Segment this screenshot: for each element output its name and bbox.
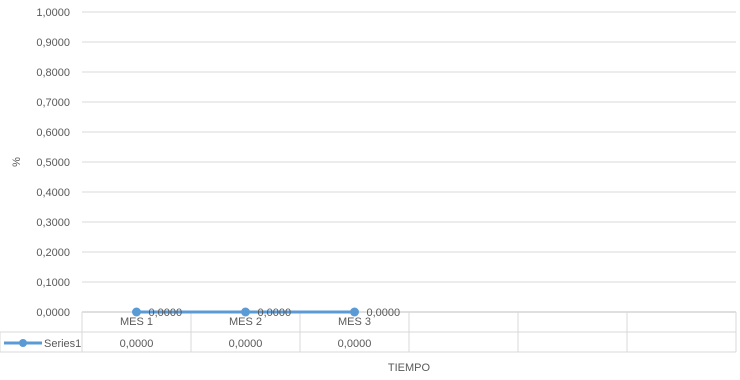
legend-series-name: Series1 xyxy=(44,338,81,350)
series-line xyxy=(132,307,359,317)
y-axis-label: % xyxy=(11,157,23,167)
data-label: 0,0000 xyxy=(149,307,183,319)
data-table: MES 1 MES 2 MES 3 Series1 0,0000 0,0000 0,0000 xyxy=(0,312,737,353)
data-label: 0,0000 xyxy=(367,307,401,319)
y-tick-label: 0,7000 xyxy=(36,97,70,109)
data-labels: 0,0000 0,0000 0,0000 xyxy=(149,307,401,319)
y-tick-label: 0,3000 xyxy=(36,217,70,229)
data-label: 0,0000 xyxy=(258,307,292,319)
data-point xyxy=(350,307,359,317)
y-tick-label: 0,2000 xyxy=(36,247,70,259)
data-point xyxy=(132,307,141,317)
y-axis-ticks: 0,0000 0,1000 0,2000 0,3000 0,4000 0,5000 0,60… xyxy=(36,7,70,319)
table-value: 0,0000 xyxy=(229,338,263,350)
x-axis-label: TIEMPO xyxy=(388,362,431,374)
y-tick-label: 0,8000 xyxy=(36,67,70,79)
x-category-label: MES 3 xyxy=(338,316,371,328)
x-category-label: MES 2 xyxy=(229,316,262,328)
y-tick-label: 0,0000 xyxy=(36,307,70,319)
data-point xyxy=(241,307,250,317)
y-tick-label: 0,6000 xyxy=(36,127,70,139)
x-category-label: MES 1 xyxy=(120,316,153,328)
gridlines xyxy=(82,11,736,313)
y-tick-label: 0,1000 xyxy=(36,277,70,289)
y-tick-label: 0,4000 xyxy=(36,187,70,199)
table-value: 0,0000 xyxy=(120,338,154,350)
y-tick-label: 0,5000 xyxy=(36,157,70,169)
y-tick-label: 0,9000 xyxy=(36,37,70,49)
table-value: 0,0000 xyxy=(338,338,372,350)
legend-marker xyxy=(19,339,27,347)
y-tick-label: 1,0000 xyxy=(36,7,70,19)
